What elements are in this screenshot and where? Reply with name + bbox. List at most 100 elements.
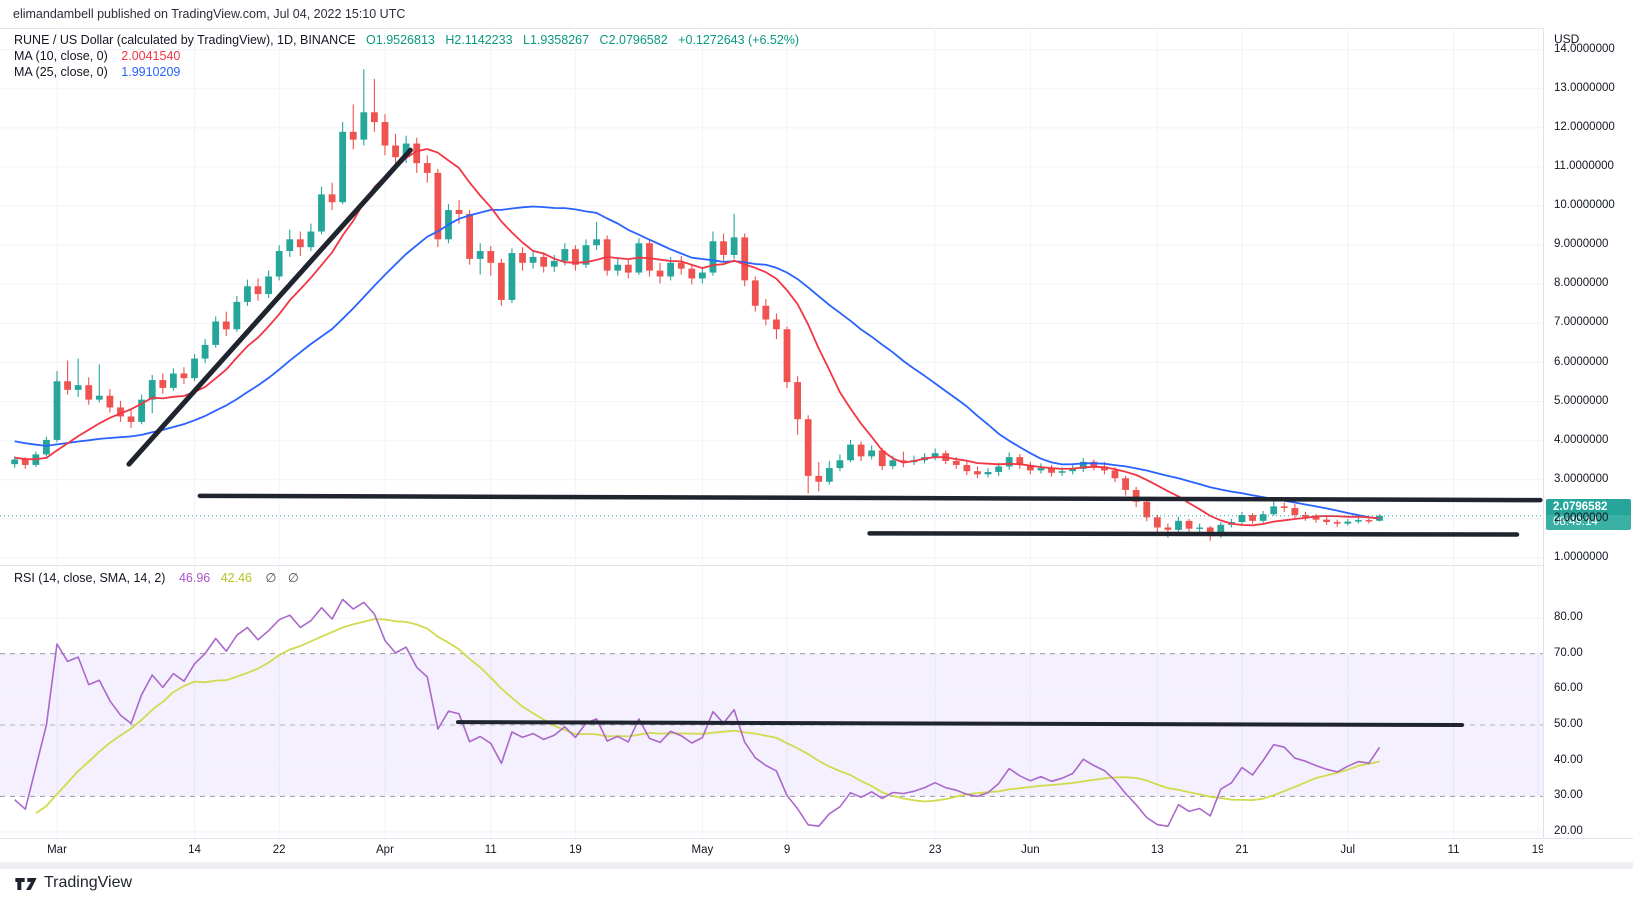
candle-body[interactable] — [487, 251, 495, 263]
candle-body[interactable] — [360, 112, 368, 140]
candle-body[interactable] — [847, 444, 854, 461]
candle-body[interactable] — [1048, 468, 1055, 473]
candle-body[interactable] — [43, 439, 50, 455]
candle-body[interactable] — [455, 210, 463, 214]
candle-body[interactable] — [804, 419, 812, 476]
candle-body[interactable] — [476, 251, 484, 259]
candle-body[interactable] — [868, 450, 876, 457]
candle-body[interactable] — [1249, 514, 1256, 521]
candle-body[interactable] — [646, 243, 653, 271]
candle-body[interactable] — [286, 239, 294, 252]
candle-body[interactable] — [995, 466, 1003, 472]
ma10-line[interactable] — [14, 148, 1380, 527]
candle-body[interactable] — [900, 460, 907, 463]
candle-body[interactable] — [169, 373, 177, 388]
candle-body[interactable] — [529, 256, 537, 263]
candle-body[interactable] — [74, 385, 82, 390]
candle-body[interactable] — [212, 321, 220, 345]
candle-body[interactable] — [984, 471, 992, 475]
candle-body[interactable] — [180, 373, 188, 379]
candle-body[interactable] — [688, 268, 696, 279]
candle-body[interactable] — [709, 241, 717, 273]
candle-body[interactable] — [1270, 506, 1278, 515]
resistance-line-drawing[interactable] — [197, 493, 1543, 503]
candle-body[interactable] — [201, 344, 209, 359]
candle-body[interactable] — [381, 122, 389, 146]
candle-body[interactable] — [773, 319, 780, 330]
candle-body[interactable] — [106, 395, 114, 408]
candle-body[interactable] — [497, 262, 505, 300]
candle-body[interactable] — [1259, 514, 1267, 521]
candle-body[interactable] — [349, 131, 357, 140]
tradingview-logo-icon[interactable] — [14, 875, 38, 893]
candle-body[interactable] — [233, 301, 241, 330]
ma25-line[interactable] — [14, 205, 1380, 520]
candle-body[interactable] — [1175, 520, 1182, 530]
candle-body[interactable] — [1217, 524, 1225, 537]
candle-body[interactable] — [318, 194, 325, 232]
candle-body[interactable] — [508, 253, 516, 300]
candle-body[interactable] — [254, 286, 262, 295]
candle-body[interactable] — [275, 251, 283, 277]
candle-body[interactable] — [783, 329, 791, 383]
candle-body[interactable] — [1344, 521, 1352, 524]
candle-body[interactable] — [614, 264, 622, 271]
rsi-pane[interactable] — [0, 565, 1543, 838]
candle-body[interactable] — [413, 143, 421, 164]
candle-body[interactable] — [244, 286, 251, 302]
candle-body[interactable] — [1143, 501, 1151, 518]
candle-body[interactable] — [1069, 468, 1077, 472]
candle-body[interactable] — [857, 444, 865, 457]
candle-body[interactable] — [720, 241, 727, 255]
candle-body[interactable] — [624, 264, 632, 273]
candle-body[interactable] — [550, 260, 558, 267]
candle-body[interactable] — [371, 112, 378, 123]
support-line-drawing[interactable] — [867, 531, 1520, 537]
candle-body[interactable] — [191, 358, 198, 379]
candle-body[interactable] — [963, 464, 971, 472]
candle-body[interactable] — [1333, 522, 1341, 524]
candle-body[interactable] — [730, 237, 738, 255]
candle-body[interactable] — [1164, 527, 1172, 530]
candle-body[interactable] — [1354, 520, 1362, 522]
candle-body[interactable] — [85, 385, 93, 400]
candle-body[interactable] — [1323, 519, 1330, 523]
pane-separator[interactable] — [0, 565, 1633, 566]
rsi-trendline-drawing[interactable] — [455, 720, 1465, 727]
candle-body[interactable] — [127, 416, 135, 422]
candle-body[interactable] — [593, 239, 600, 246]
price-axis[interactable]: USD 2.0796582 08:49:14 1.0000000 2.000000… — [1543, 28, 1633, 862]
brand-wordmark[interactable]: TradingView — [44, 874, 133, 891]
candle-body[interactable] — [1005, 457, 1013, 467]
candle-body[interactable] — [540, 256, 548, 267]
candle-body[interactable] — [751, 280, 759, 306]
candle-body[interactable] — [561, 249, 569, 261]
candle-body[interactable] — [572, 249, 579, 265]
candle-body[interactable] — [53, 381, 61, 440]
candle-body[interactable] — [392, 145, 399, 158]
candle-body[interactable] — [328, 194, 336, 203]
candle-body[interactable] — [836, 460, 844, 469]
candle-body[interactable] — [1026, 464, 1034, 471]
candle-body[interactable] — [423, 163, 431, 173]
candle-body[interactable] — [1196, 527, 1204, 529]
candle-body[interactable] — [815, 475, 823, 482]
candle-body[interactable] — [667, 262, 675, 277]
candle-body[interactable] — [1312, 516, 1320, 520]
candle-body[interactable] — [339, 131, 347, 203]
candle-body[interactable] — [138, 399, 146, 422]
candle-body[interactable] — [1058, 471, 1066, 473]
candle-body[interactable] — [1132, 489, 1140, 502]
candle-body[interactable] — [64, 381, 71, 390]
candle-body[interactable] — [1291, 507, 1299, 515]
candle-body[interactable] — [296, 239, 304, 248]
candle-body[interactable] — [825, 468, 833, 482]
candle-body[interactable] — [974, 471, 981, 475]
candle-body[interactable] — [519, 253, 526, 263]
candle-body[interactable] — [698, 272, 706, 279]
candle-body[interactable] — [603, 239, 611, 271]
candle-body[interactable] — [148, 380, 156, 400]
candle-body[interactable] — [762, 305, 770, 320]
candle-body[interactable] — [307, 231, 315, 248]
candle-body[interactable] — [159, 380, 167, 388]
